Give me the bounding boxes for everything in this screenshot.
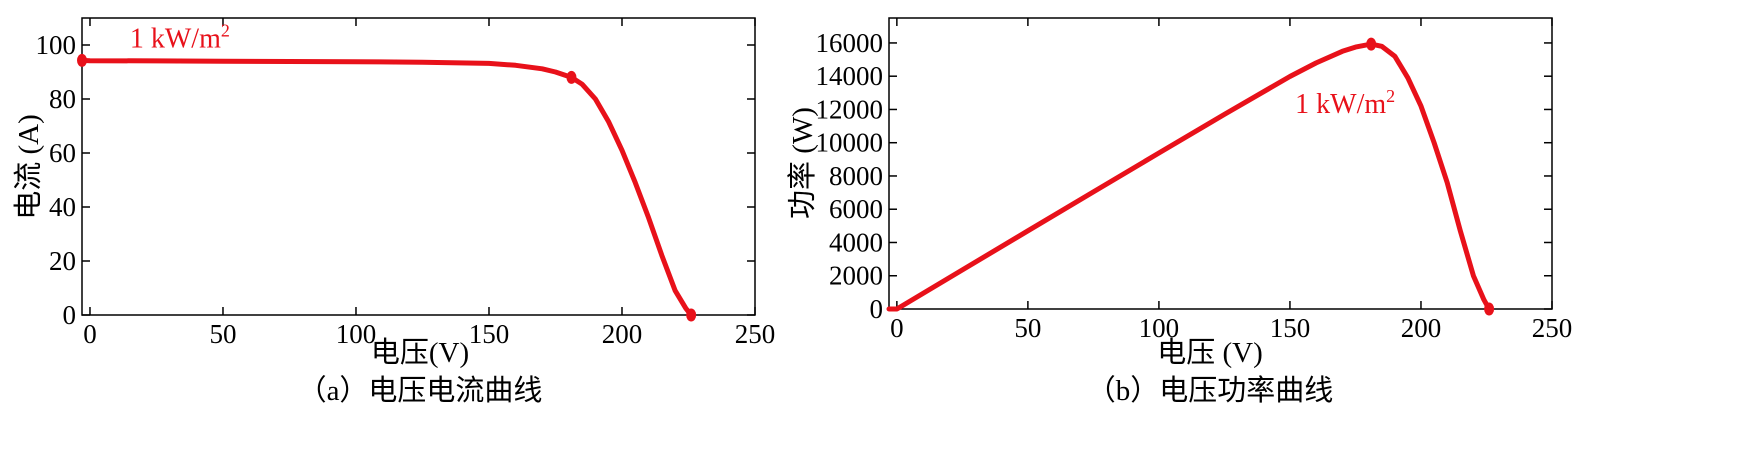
y-tick-label-b: 0 [870,294,884,324]
y-tick-label-a: 60 [49,138,76,168]
irradiance-annotation-superscript: 2 [1386,86,1395,106]
y-tick-label-b: 8000 [829,161,883,191]
x-tick-label-a: 150 [469,319,510,349]
y-tick-label-a: 100 [36,30,77,60]
series-line-b-0 [886,41,1492,312]
data-point-marker-b [1366,37,1377,51]
y-tick-label-b: 14000 [816,61,884,91]
x-tick-label-a: 200 [602,319,643,349]
irradiance-annotation-text: 1 kW/m [1295,89,1386,120]
x-tick-label-a: 0 [83,319,97,349]
y-tick-label-a: 0 [63,300,77,330]
x-tick-label-a: 50 [209,319,236,349]
plot-area-frame-b [888,17,1553,310]
y-tick-label-a: 80 [49,84,76,114]
irradiance-annotation-superscript: 2 [221,21,230,41]
series-line-a-0 [79,57,694,318]
plot-area-frame-a [81,17,756,316]
y-tick-label-b: 2000 [829,261,883,291]
x-tick-label-b: 200 [1401,313,1442,343]
irradiance-annotation-text: 1 kW/m [130,24,221,55]
x-tick-label-b: 100 [1139,313,1180,343]
x-tick-label-b: 50 [1014,313,1041,343]
x-tick-label-a: 250 [735,319,776,349]
x-tick-label-a: 100 [336,319,377,349]
irradiance-annotation-b: 1 kW/m2 [1295,86,1395,120]
x-axis-label-a: 电压(V) [371,336,469,369]
data-point-marker-a [686,308,697,322]
x-tick-label-b: 0 [890,313,904,343]
x-tick-label-b: 250 [1532,313,1573,343]
figure-caption-b: （b）电压功率曲线 [1087,374,1334,407]
y-axis-label-b: 功率 (W) [786,107,819,219]
data-point-marker-a [77,53,87,67]
figure-caption-a: （a）电压电流曲线 [298,374,543,407]
y-tick-label-b: 6000 [829,194,883,224]
y-axis-label-a: 电流 (A) [12,114,45,220]
y-tick-label-a: 20 [49,246,76,276]
irradiance-annotation-a: 1 kW/m2 [130,21,230,55]
y-tick-label-b: 12000 [816,94,884,124]
data-point-marker-b [1484,302,1495,316]
y-tick-label-b: 4000 [829,227,883,257]
y-tick-label-b: 10000 [816,128,884,158]
data-point-marker-a [566,70,577,84]
y-tick-label-b: 16000 [816,28,884,58]
x-axis-label-b: 电压 (V) [1157,336,1263,369]
x-tick-label-b: 150 [1270,313,1311,343]
y-tick-label-a: 40 [49,192,76,222]
